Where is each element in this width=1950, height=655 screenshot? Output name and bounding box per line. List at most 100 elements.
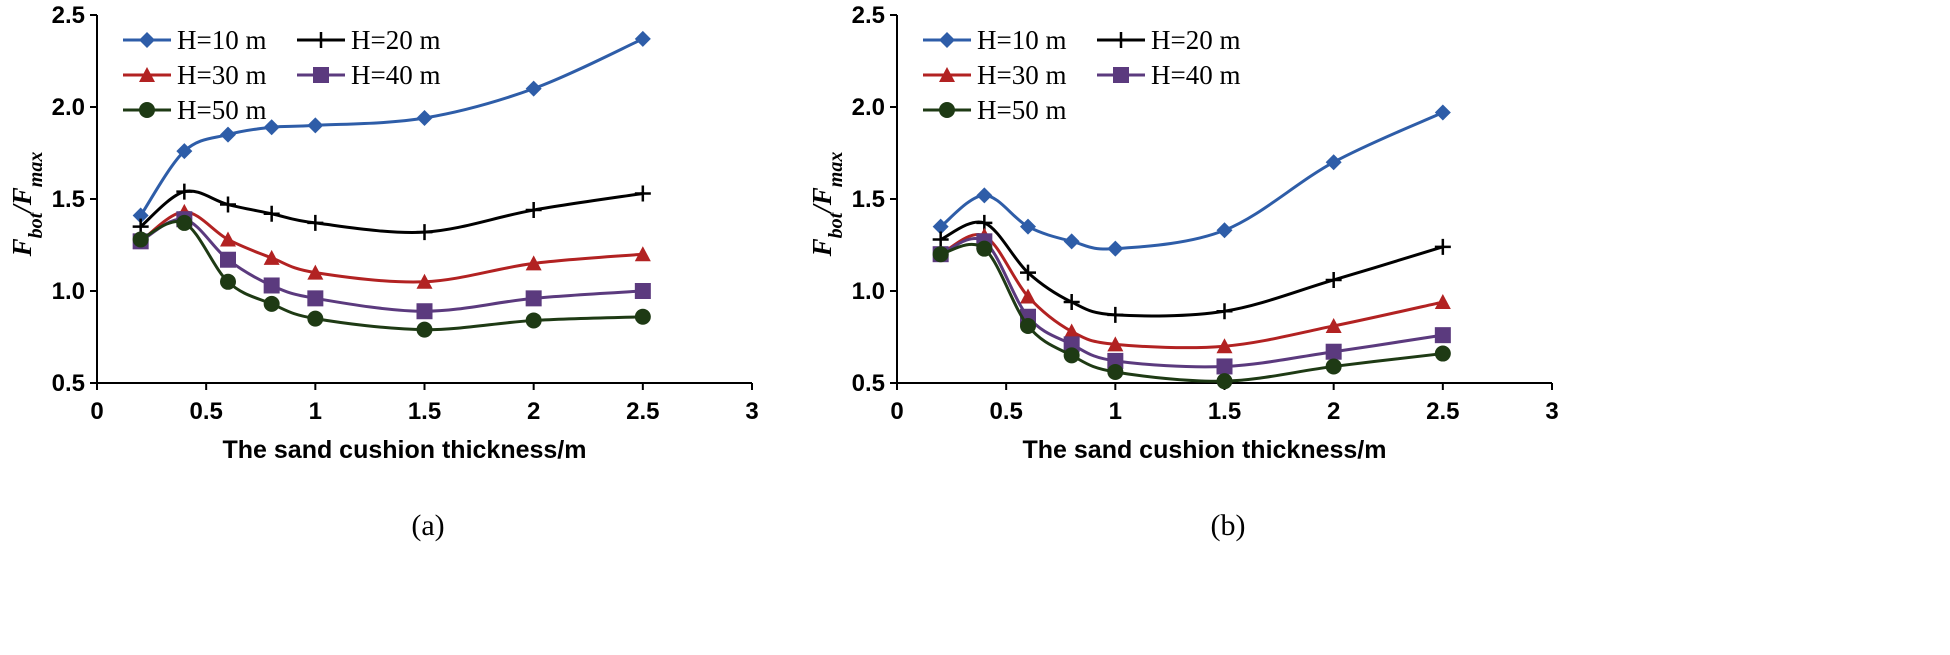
- legend-label: H=20 m: [351, 25, 440, 55]
- legend-marker: [139, 102, 155, 118]
- data-point: [1216, 338, 1233, 354]
- panel-label: (a): [411, 509, 444, 542]
- y-tick-label: 1.0: [852, 278, 885, 305]
- data-point: [976, 187, 993, 204]
- y-tick-label: 2.5: [52, 2, 85, 29]
- series-line: [139, 220, 643, 332]
- x-tick-label: 0.5: [989, 398, 1022, 425]
- series-line: [139, 189, 644, 234]
- series-3: [932, 227, 1451, 354]
- legend-label: H=40 m: [351, 60, 440, 90]
- data-point: [307, 214, 324, 231]
- data-point: [1107, 363, 1124, 380]
- data-point: [1216, 222, 1233, 239]
- x-axis-title: The sand cushion thickness/m: [1023, 436, 1387, 464]
- x-tick-label: 0: [90, 398, 103, 425]
- data-point: [1325, 154, 1342, 171]
- y-axis-title-part: max: [825, 152, 847, 188]
- series-5: [932, 240, 1451, 390]
- data-point: [263, 205, 280, 222]
- legend-item-5: H=50 m: [923, 95, 1066, 125]
- data-point: [1063, 347, 1080, 364]
- legend-label: H=20 m: [1151, 25, 1240, 55]
- legend-label: H=10 m: [977, 25, 1066, 55]
- data-point: [220, 251, 236, 268]
- x-tick-label: 3: [1545, 398, 1558, 425]
- legend-item-1: H=10 m: [923, 25, 1066, 55]
- data-point: [1063, 323, 1080, 339]
- data-point: [307, 117, 324, 134]
- data-point: [416, 321, 433, 338]
- x-tick-label: 0: [890, 398, 903, 425]
- y-axis-title-part: /F: [807, 187, 837, 215]
- y-axis-title-part: F: [7, 238, 37, 257]
- legend-label: H=10 m: [177, 25, 266, 55]
- x-tick-label: 1: [1109, 398, 1122, 425]
- y-tick-label: 0.5: [852, 370, 885, 397]
- legend-marker: [939, 32, 955, 48]
- legend-marker: [139, 67, 155, 82]
- y-tick-label: 1.5: [52, 186, 85, 213]
- data-point: [132, 207, 149, 224]
- data-point: [1063, 294, 1080, 311]
- data-point: [220, 126, 236, 143]
- data-point: [1107, 352, 1124, 369]
- data-point: [416, 110, 433, 127]
- legend-item-4: H=40 m: [1097, 60, 1240, 90]
- data-point: [932, 231, 949, 248]
- data-point: [634, 185, 651, 202]
- data-point: [1434, 327, 1451, 344]
- x-tick-label: 1: [309, 398, 322, 425]
- y-axis-title-part: bot: [825, 211, 847, 238]
- data-point: [220, 273, 236, 290]
- data-point: [525, 202, 542, 219]
- data-point: [1325, 317, 1342, 333]
- data-point: [932, 218, 949, 235]
- data-point: [634, 283, 651, 299]
- data-point: [1325, 343, 1342, 360]
- data-point: [525, 290, 542, 307]
- legend-label: H=30 m: [177, 60, 266, 90]
- legend-marker: [1113, 32, 1129, 48]
- data-point: [416, 224, 433, 241]
- data-point: [1063, 233, 1080, 250]
- series-2: [932, 214, 1451, 323]
- y-axis-title: Fbot/Fmax: [807, 152, 847, 258]
- data-point: [1325, 358, 1342, 375]
- y-axis-title-part: F: [807, 238, 837, 257]
- data-point: [416, 273, 433, 289]
- data-point: [416, 303, 433, 320]
- data-point: [176, 214, 193, 231]
- y-axis-title-part: max: [25, 152, 47, 188]
- series-1: [932, 104, 1451, 257]
- legend-item-1: H=10 m: [123, 25, 266, 55]
- x-tick-label: 2: [527, 398, 540, 425]
- legend-item-5: H=50 m: [123, 95, 266, 125]
- data-point: [1020, 288, 1036, 304]
- legend-label: H=30 m: [977, 60, 1066, 90]
- legend-marker: [939, 102, 955, 118]
- series-line: [940, 220, 1444, 318]
- data-point: [1434, 104, 1451, 121]
- x-tick-label: 2.5: [1426, 398, 1459, 425]
- legend-marker: [313, 67, 329, 83]
- data-point: [1107, 306, 1124, 323]
- series-line: [939, 111, 1444, 251]
- data-point: [1216, 373, 1233, 390]
- y-tick-label: 2.0: [852, 94, 885, 121]
- legend-marker: [313, 32, 329, 48]
- data-point: [525, 255, 542, 271]
- x-tick-label: 1.5: [408, 398, 441, 425]
- y-tick-label: 2.0: [52, 94, 85, 121]
- series-4: [132, 211, 651, 320]
- data-point: [220, 231, 236, 247]
- data-point: [263, 295, 280, 312]
- y-axis-title-part: bot: [25, 211, 47, 238]
- x-tick-label: 2: [1327, 398, 1340, 425]
- series-5: [132, 214, 651, 338]
- data-point: [1107, 240, 1124, 257]
- data-point: [307, 310, 324, 327]
- data-point: [1325, 271, 1342, 288]
- panel-label: (b): [1211, 509, 1246, 542]
